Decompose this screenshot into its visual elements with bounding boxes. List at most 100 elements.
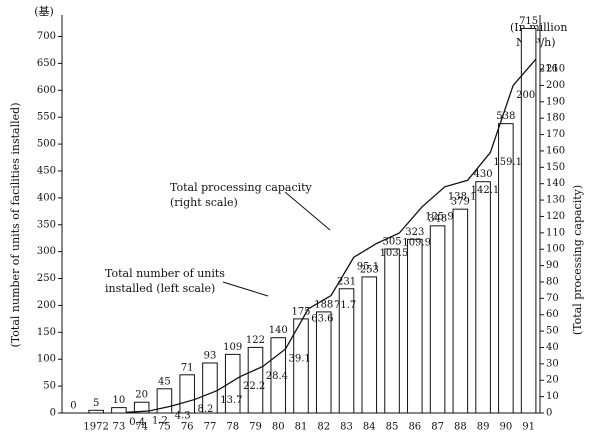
y2-tick-label: 180 (546, 113, 565, 124)
y2-tick-label: 210 (546, 64, 565, 75)
bar (88, 409, 104, 414)
y2-tick-label: 190 (546, 96, 565, 107)
bar (384, 248, 400, 414)
y2-tick-label: 90 (546, 260, 559, 271)
y-tick-label: 550 (37, 112, 56, 123)
line-value-label: 159.1 (493, 157, 522, 168)
x-tick-label: 76 (181, 422, 194, 433)
bar (520, 27, 537, 414)
y2-tick-label: 140 (546, 178, 565, 189)
bar-value-label: 5 (93, 398, 99, 409)
line-value-label: 39.1 (289, 353, 311, 364)
y2-tick-label: 150 (546, 162, 565, 173)
line-value-label: 125.9 (425, 211, 454, 222)
y-tick-label: 450 (37, 165, 56, 176)
bar-value-label: 430 (474, 169, 493, 180)
y-tick-label: 500 (37, 139, 56, 150)
bar-value-label: 188 (314, 299, 333, 310)
left-unit: (基) (34, 5, 54, 18)
bar (452, 208, 469, 414)
line-value-label: 13.7 (220, 395, 242, 406)
y2-axis-title: (Total processing capacity) (571, 185, 584, 335)
y2-tick-label: 70 (546, 293, 559, 304)
bar-value-label: 379 (451, 197, 470, 208)
y-axis-title: (Total number of units of facilities ins… (9, 103, 22, 348)
y-tick-label: 0 (50, 408, 56, 419)
x-tick-label: 79 (249, 422, 262, 433)
line-value-label: 103.5 (380, 248, 409, 259)
bar-value-label: 20 (135, 390, 148, 401)
bar-value-label: 45 (158, 376, 171, 387)
bar (270, 337, 287, 414)
bar-value-label: 253 (360, 264, 379, 275)
x-tick-label: 1972 (83, 422, 108, 433)
bar-value-label: 10 (113, 395, 126, 406)
bar (338, 288, 355, 414)
line-value-label: 1.2 (152, 416, 168, 427)
bar (202, 362, 218, 414)
y-tick-label: 300 (37, 246, 56, 257)
x-tick-label: 78 (226, 422, 239, 433)
y-tick-label: 650 (37, 58, 56, 69)
bar (407, 238, 423, 414)
bar-value-label: 140 (269, 325, 288, 336)
bar (133, 401, 150, 414)
annotation: Total number of units (105, 267, 225, 280)
y-tick-label: 700 (37, 31, 56, 42)
y2-tick-label: 170 (546, 129, 565, 140)
x-tick-label: 86 (408, 422, 421, 433)
y2-tick-label: 10 (546, 391, 559, 402)
bar (179, 374, 195, 414)
x-tick-label: 82 (317, 422, 330, 433)
annotation: installed (left scale) (105, 282, 215, 295)
line-value-label: 95.1 (357, 262, 379, 273)
line-value-label: 8.2 (197, 404, 213, 415)
y2-tick-label: 200 (546, 80, 565, 91)
x-tick-label: 83 (340, 422, 353, 433)
x-tick-label: 81 (295, 422, 308, 433)
y-tick-label: 400 (37, 192, 56, 203)
bar (361, 276, 378, 414)
bar-value-label: 323 (405, 227, 424, 238)
y-tick-label: 150 (37, 327, 56, 338)
line-value-label: 142.1 (471, 185, 500, 196)
y-tick-label: 250 (37, 273, 56, 284)
x-tick-label: 80 (272, 422, 285, 433)
bar (293, 318, 309, 414)
bar (111, 407, 127, 414)
x-tick-label: 73 (113, 422, 126, 433)
bar-value-label: 122 (246, 335, 265, 346)
line-value-label: 216 (539, 64, 558, 75)
y2-tick-label: 40 (546, 342, 559, 353)
annotation: (right scale) (170, 196, 238, 209)
bar-value-label: 348 (428, 213, 447, 224)
bar (224, 353, 241, 414)
y-tick-label: 50 (43, 381, 56, 392)
y2-tick-label: 110 (546, 227, 565, 238)
bar-value-label: 305 (383, 236, 402, 247)
x-tick-label: 74 (135, 422, 148, 433)
line-value-label: 138.1 (448, 191, 477, 202)
bar-value-label: 538 (496, 111, 515, 122)
x-tick-label: 84 (363, 422, 376, 433)
y-tick-label: 200 (37, 300, 56, 311)
x-tick-label: 85 (386, 422, 399, 433)
x-tick-label: 75 (158, 422, 171, 433)
x-tick-label: 87 (431, 422, 444, 433)
line-value-label: 63.6 (311, 313, 333, 324)
bar (429, 225, 446, 414)
bar (475, 181, 491, 414)
y2-tick-label: 30 (546, 358, 559, 369)
y-tick-label: 100 (37, 354, 56, 365)
line-value-label: 4.3 (175, 410, 191, 421)
bar-value-label: 175 (291, 306, 310, 317)
y-tick-label: 350 (37, 219, 56, 230)
line-value-label: 71.7 (334, 300, 356, 311)
bar-value-label: 231 (337, 276, 356, 287)
x-tick-label: 91 (522, 422, 535, 433)
x-tick-label: 89 (477, 422, 490, 433)
bar (247, 346, 264, 414)
y2-tick-label: 160 (546, 145, 565, 156)
leader-line (284, 191, 331, 231)
